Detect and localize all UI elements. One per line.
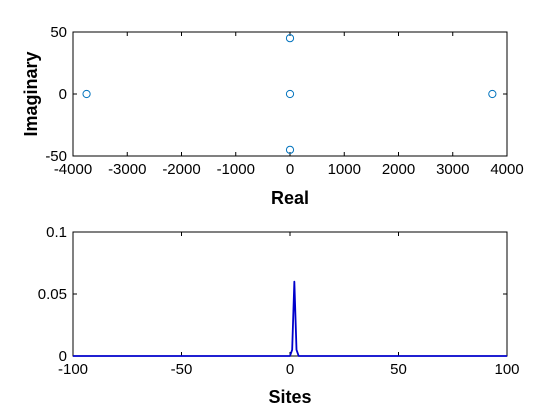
x-tick-label: -50 bbox=[171, 361, 193, 378]
x-tick-label: -100 bbox=[58, 361, 88, 378]
plot-area bbox=[72, 31, 508, 157]
x-tick-label: 0 bbox=[286, 361, 294, 378]
data-point bbox=[82, 89, 91, 99]
x-axis-label: Sites bbox=[268, 387, 311, 407]
x-tick-label: 3000 bbox=[436, 161, 469, 178]
y-tick-label: 0.05 bbox=[38, 286, 67, 303]
x-axis-label: Real bbox=[271, 188, 309, 208]
x-tick-label: -3000 bbox=[108, 161, 146, 178]
x-tick-label: 2000 bbox=[382, 161, 415, 178]
tick-group: -4000 -3000 -2000 -1000 0 1000 2000 3000 4000 -50… bbox=[45, 24, 523, 178]
y-tick-label: 0 bbox=[59, 348, 67, 365]
y-tick-label: 50 bbox=[50, 24, 67, 41]
x-tick-label: 50 bbox=[390, 361, 407, 378]
data-point bbox=[285, 89, 295, 99]
series-line bbox=[73, 280, 507, 357]
x-tick-label: 0 bbox=[286, 161, 294, 178]
y-tick-label: -50 bbox=[45, 148, 67, 165]
y-tick-label: 0 bbox=[59, 86, 67, 103]
x-tick-label: 4000 bbox=[490, 161, 523, 178]
y-tick-label: 0.1 bbox=[46, 224, 67, 241]
data-marks bbox=[82, 34, 497, 154]
x-tick-label: -2000 bbox=[162, 161, 200, 178]
data-marks bbox=[73, 280, 507, 357]
data-point bbox=[285, 34, 295, 43]
plot-area bbox=[72, 231, 508, 357]
x-tick-label: 100 bbox=[494, 361, 519, 378]
data-point bbox=[285, 145, 295, 154]
eigenvalue-scatter-plot: -4000 -3000 -2000 -1000 0 1000 2000 3000 4000 -50… bbox=[21, 24, 524, 208]
tick-group: -100 -50 0 50 100 0 0.05 0.1 bbox=[38, 224, 520, 378]
x-tick-label: 1000 bbox=[328, 161, 361, 178]
x-tick-label: -1000 bbox=[217, 161, 255, 178]
data-point bbox=[488, 89, 497, 99]
site-profile-plot: -100 -50 0 50 100 0 0.05 0.1 Sites bbox=[38, 224, 520, 407]
y-axis-label: Imaginary bbox=[21, 51, 41, 136]
x-tick-label: -4000 bbox=[54, 161, 92, 178]
